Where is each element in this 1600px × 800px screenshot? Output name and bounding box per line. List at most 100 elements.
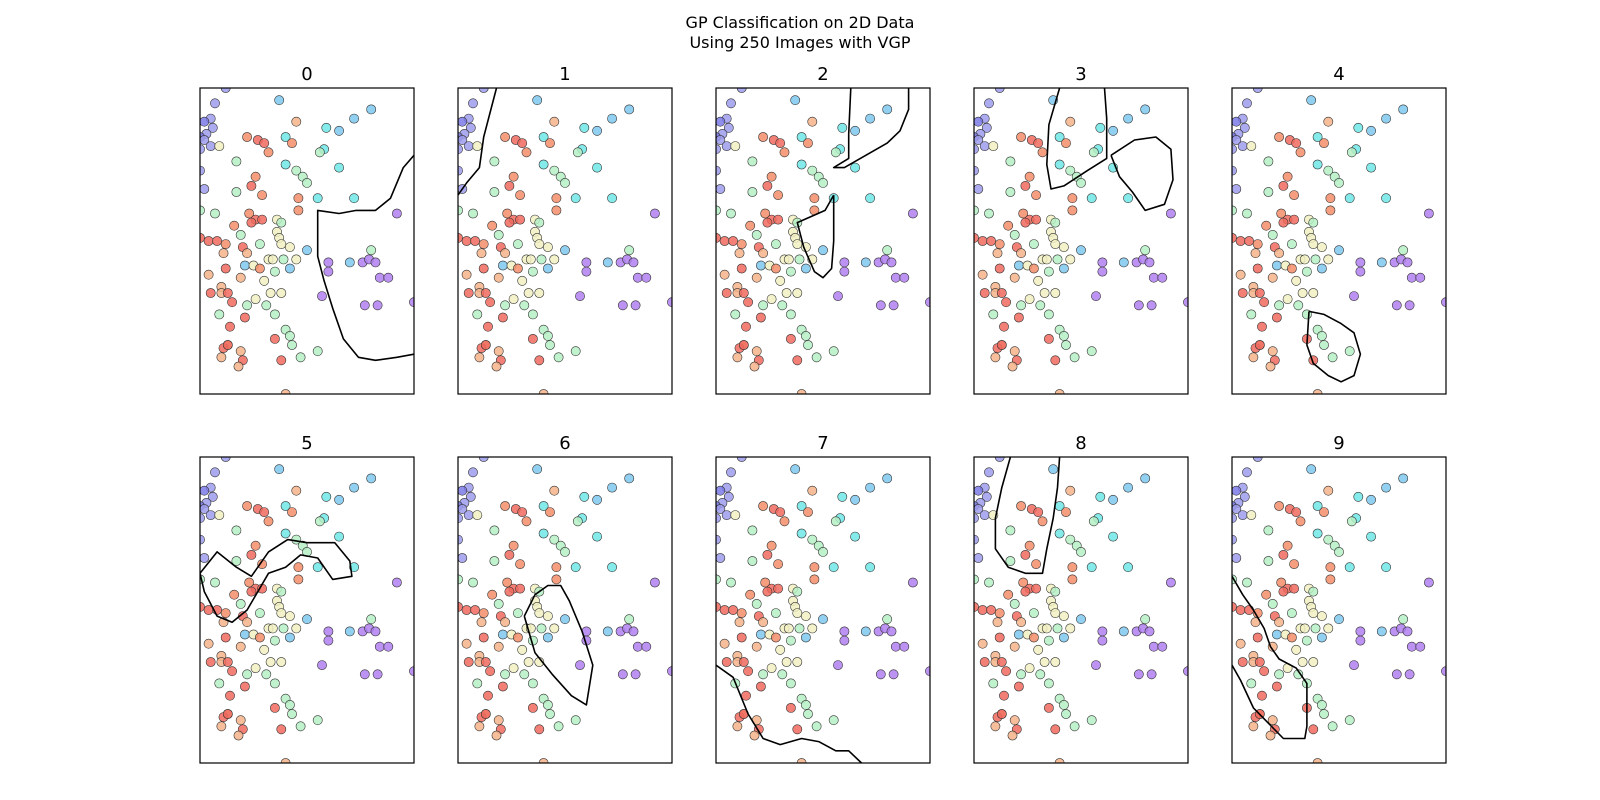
data-point-class-0 bbox=[257, 559, 267, 569]
data-point-class-2 bbox=[200, 165, 205, 176]
data-point-class-5 bbox=[1044, 309, 1054, 320]
data-point-class-6 bbox=[239, 312, 250, 323]
data-point-class-5 bbox=[1246, 309, 1257, 320]
data-point-class-0 bbox=[1282, 540, 1293, 551]
data-point-class-1 bbox=[532, 95, 543, 106]
data-point-class-4 bbox=[1402, 626, 1413, 637]
data-point-class-5 bbox=[1050, 586, 1061, 597]
data-point-class-4 bbox=[875, 669, 886, 680]
data-point-class-6 bbox=[276, 724, 287, 735]
data-point-class-0 bbox=[229, 589, 240, 600]
data-point-class-6 bbox=[225, 690, 235, 701]
data-point-class-4 bbox=[1091, 291, 1101, 301]
data-point-class-5 bbox=[1319, 340, 1329, 350]
data-point-class-6 bbox=[212, 236, 222, 246]
data-point-class-3 bbox=[334, 531, 344, 542]
data-point-class-1 bbox=[1076, 245, 1086, 256]
data-point-class-9 bbox=[1308, 288, 1319, 298]
data-point-class-0 bbox=[551, 562, 562, 573]
data-point-class-8 bbox=[493, 715, 504, 726]
data-point-class-5 bbox=[214, 678, 225, 689]
data-point-class-5 bbox=[1035, 669, 1046, 680]
data-point-class-5 bbox=[1246, 678, 1257, 689]
data-point-class-2 bbox=[984, 467, 994, 478]
data-point-class-6 bbox=[259, 138, 270, 148]
data-point-class-1 bbox=[274, 95, 285, 106]
data-point-class-5 bbox=[1327, 352, 1338, 363]
data-point-class-0 bbox=[809, 193, 820, 204]
data-point-class-5 bbox=[1044, 266, 1054, 277]
data-point-class-6 bbox=[483, 321, 493, 332]
data-point-class-4 bbox=[1441, 666, 1446, 677]
data-point-class-5 bbox=[751, 599, 762, 609]
data-point-class-0 bbox=[551, 205, 562, 216]
data-point-class-7 bbox=[716, 116, 726, 127]
data-point-class-0 bbox=[250, 540, 261, 551]
data-point-class-6 bbox=[743, 666, 753, 677]
data-point-class-6 bbox=[792, 355, 803, 366]
data-point-class-6 bbox=[1254, 657, 1265, 667]
data-point-class-2 bbox=[736, 457, 747, 462]
data-point-class-0 bbox=[1031, 190, 1041, 200]
data-point-class-6 bbox=[497, 681, 508, 692]
data-point-class-3 bbox=[865, 193, 875, 204]
data-point-class-5 bbox=[1052, 254, 1063, 265]
data-point-class-5 bbox=[513, 239, 523, 249]
data-point-class-6 bbox=[463, 657, 474, 667]
data-point-class-0 bbox=[254, 632, 265, 643]
data-point-class-4 bbox=[581, 266, 592, 277]
data-point-class-8 bbox=[235, 715, 246, 726]
data-point-class-1 bbox=[624, 473, 635, 484]
data-point-class-5 bbox=[786, 635, 796, 646]
data-point-class-9 bbox=[543, 611, 553, 621]
data-point-class-5 bbox=[291, 165, 302, 176]
data-point-class-2 bbox=[979, 141, 990, 151]
data-point-class-7 bbox=[974, 116, 984, 127]
data-point-class-5 bbox=[1086, 715, 1097, 726]
data-point-class-1 bbox=[860, 257, 871, 268]
data-point-class-1 bbox=[560, 614, 570, 625]
data-point-class-4 bbox=[1144, 626, 1155, 637]
data-point-class-3 bbox=[538, 159, 549, 170]
data-point-class-4 bbox=[1355, 266, 1366, 277]
subplot-frame bbox=[457, 456, 673, 764]
data-point-class-4 bbox=[317, 660, 327, 670]
data-point-class-6 bbox=[220, 632, 231, 643]
data-point-class-4 bbox=[370, 257, 381, 268]
data-point-class-3 bbox=[1344, 562, 1355, 573]
data-point-class-1 bbox=[1108, 125, 1118, 136]
data-point-class-6 bbox=[1252, 632, 1263, 643]
data-point-class-5 bbox=[1076, 177, 1086, 188]
data-point-class-9 bbox=[1317, 242, 1327, 252]
subplot-title-5: 5 bbox=[301, 433, 312, 454]
data-point-class-5 bbox=[1334, 547, 1344, 557]
data-point-class-4 bbox=[1157, 272, 1168, 283]
data-point-class-9 bbox=[1041, 254, 1052, 265]
subplot-frame bbox=[715, 456, 931, 764]
data-point-class-2 bbox=[1242, 467, 1252, 478]
data-point-class-2 bbox=[465, 122, 476, 133]
data-point-class-6 bbox=[756, 681, 766, 692]
data-point-class-5 bbox=[1069, 352, 1080, 363]
data-point-class-6 bbox=[227, 297, 237, 308]
data-point-class-5 bbox=[235, 229, 246, 240]
data-point-class-6 bbox=[1278, 586, 1289, 597]
data-point-class-5 bbox=[1242, 208, 1252, 219]
data-point-class-1 bbox=[602, 257, 613, 268]
data-point-class-4 bbox=[875, 300, 886, 311]
data-point-class-4 bbox=[1146, 300, 1157, 311]
data-point-class-6 bbox=[534, 724, 545, 735]
data-point-class-5 bbox=[1267, 229, 1278, 240]
subplot-2: 2 bbox=[715, 64, 931, 395]
data-point-class-9 bbox=[523, 288, 534, 298]
data-point-class-3 bbox=[280, 501, 291, 511]
data-point-class-2 bbox=[1237, 510, 1248, 520]
data-point-class-8 bbox=[751, 272, 762, 283]
data-point-class-3 bbox=[796, 159, 807, 170]
data-point-class-4 bbox=[317, 291, 327, 301]
data-point-class-2 bbox=[458, 513, 463, 524]
data-point-class-4 bbox=[1183, 297, 1188, 308]
data-point-class-5 bbox=[786, 678, 796, 689]
data-point-class-0 bbox=[254, 263, 265, 274]
data-point-class-8 bbox=[216, 721, 227, 732]
